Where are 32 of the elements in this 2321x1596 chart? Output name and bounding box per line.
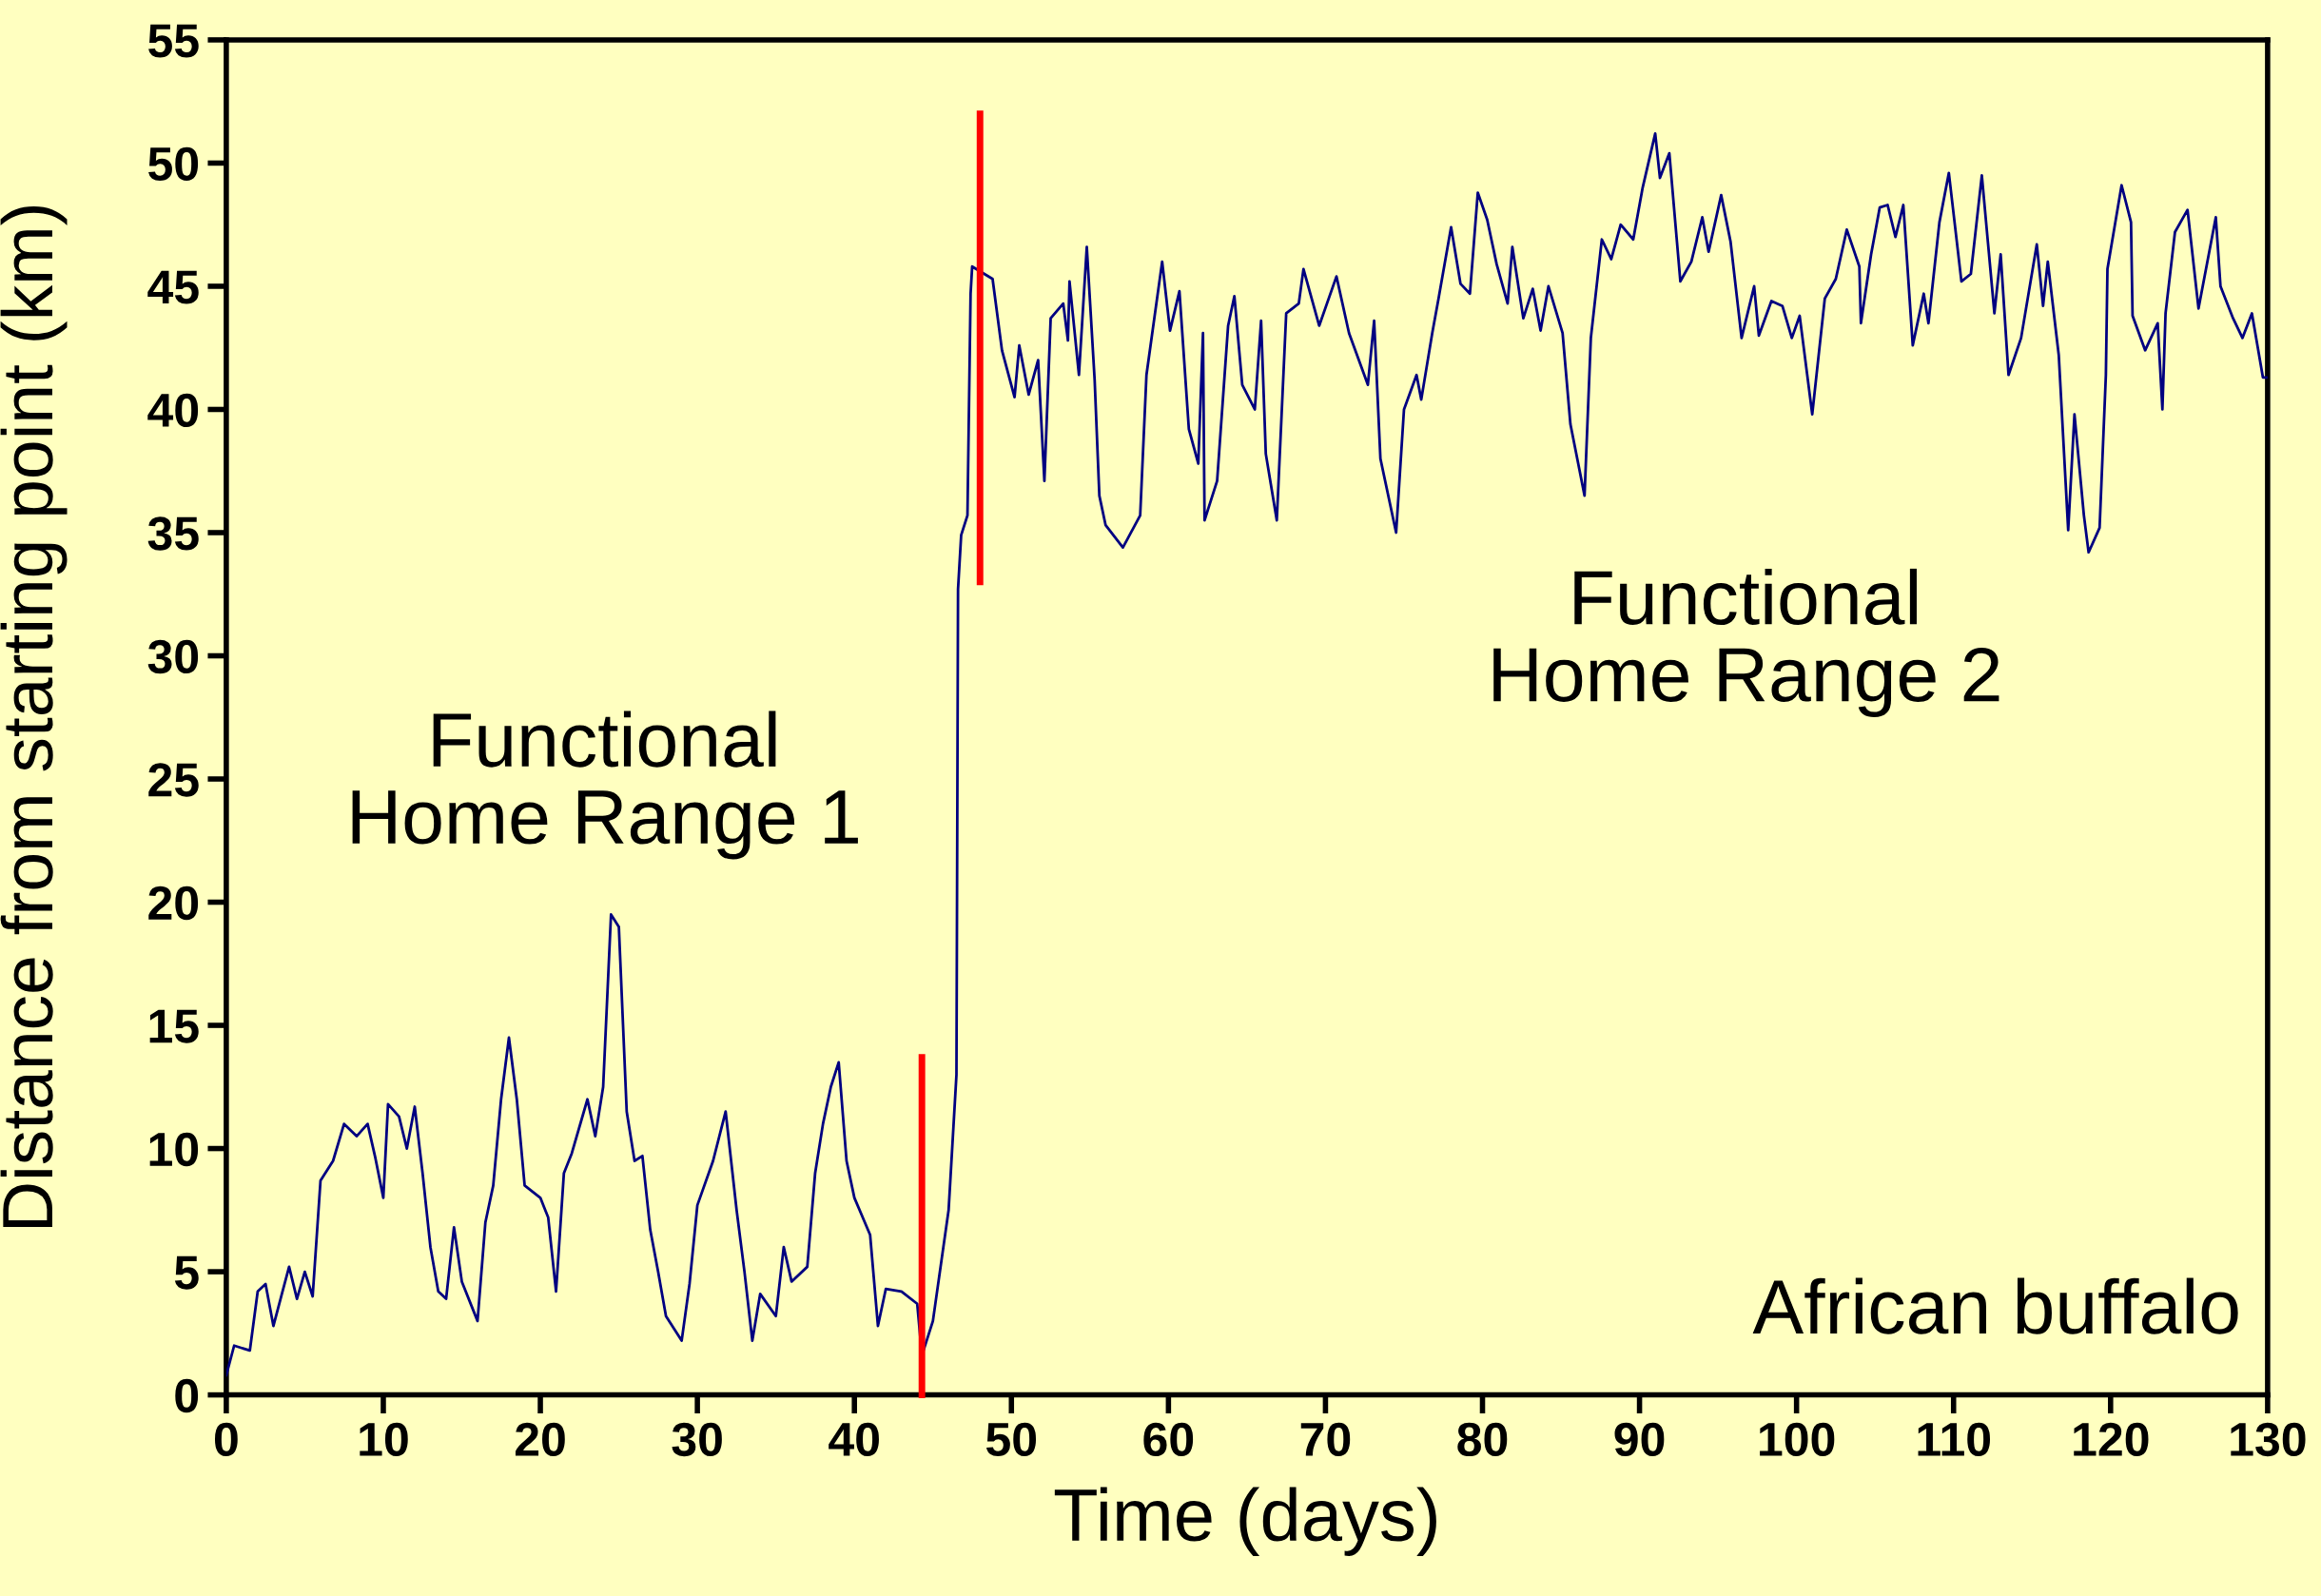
y-tick-label: 35: [147, 516, 199, 551]
y-tick-label: 0: [175, 1378, 199, 1413]
x-axis-title: Time (days): [1054, 1487, 1436, 1556]
y-tick-label: 45: [147, 270, 199, 304]
y-tick-label: 55: [148, 24, 199, 58]
y-tick-label: 15: [149, 1009, 199, 1043]
x-tick-label: 0: [214, 1422, 238, 1457]
annotation: African buffalo: [1752, 1277, 2238, 1334]
x-tick-label: 20: [515, 1422, 565, 1457]
line-series: [225, 131, 2268, 1377]
y-axis-title: Distance from starting point (km): [0, 206, 68, 1227]
x-tick-label: 60: [1143, 1422, 1194, 1457]
annotation: Functional Home Range 1: [352, 710, 858, 860]
y-tick-label: 25: [148, 763, 199, 797]
y-tick-label: 30: [147, 639, 199, 674]
y-tick-label: 40: [147, 393, 199, 428]
annotation: Functional Home Range 2: [1493, 568, 1999, 717]
x-tick-label: 50: [986, 1422, 1037, 1457]
x-tick-label: 80: [1457, 1422, 1508, 1457]
y-tick-label: 5: [174, 1255, 199, 1290]
x-tick-label: 130: [2231, 1422, 2306, 1457]
x-tick-label: 10: [360, 1422, 408, 1457]
x-tick-label: 100: [1760, 1422, 1835, 1457]
x-tick-label: 110: [1918, 1422, 1991, 1457]
x-tick-label: 90: [1614, 1422, 1665, 1457]
y-tick-label: 20: [148, 886, 199, 921]
y-tick-label: 10: [149, 1132, 199, 1167]
x-tick-label: 40: [829, 1422, 879, 1457]
x-tick-label: 30: [672, 1422, 722, 1457]
x-tick-label: 120: [2074, 1422, 2149, 1457]
y-tick-label: 50: [148, 146, 199, 182]
x-tick-label: 70: [1300, 1422, 1351, 1457]
